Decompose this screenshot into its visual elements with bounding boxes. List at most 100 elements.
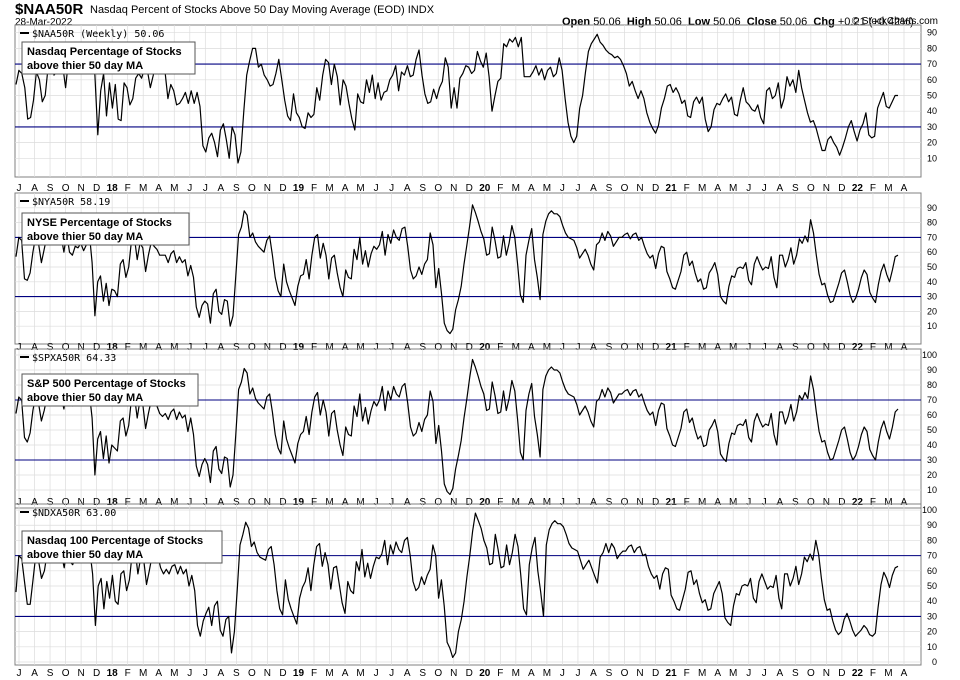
x-tick-label: O: [62, 342, 70, 353]
x-tick-label: M: [170, 668, 178, 679]
x-tick-label: M: [139, 342, 147, 353]
x-tick-label: O: [62, 668, 70, 679]
x-tick-label: M: [729, 497, 737, 508]
x-tick-label: A: [218, 183, 225, 194]
x-tick-label: S: [47, 183, 54, 194]
y-tick-label: 90: [927, 203, 937, 213]
x-tick-label: O: [434, 497, 442, 508]
y-tick-label: 30: [927, 455, 937, 465]
x-tick-label: N: [636, 342, 643, 353]
x-tick-label: F: [311, 342, 317, 353]
x-tick-label: M: [698, 668, 706, 679]
x-tick-label: O: [248, 497, 256, 508]
panel-title: $SPXA50R 64.33: [32, 353, 116, 364]
annotation-text: above thier 50 day MA: [27, 392, 143, 404]
x-tick-label: M: [170, 497, 178, 508]
x-tick-label: N: [77, 497, 84, 508]
x-tick-label: J: [560, 342, 565, 353]
x-tick-label: J: [374, 183, 379, 194]
x-tick-label: O: [621, 497, 629, 508]
x-tick-label: A: [528, 668, 535, 679]
y-tick-label: 50: [927, 581, 937, 591]
x-tick-label: D: [279, 183, 286, 194]
x-tick-label: A: [155, 497, 162, 508]
x-tick-label: S: [233, 183, 240, 194]
annotation-text: above thier 50 day MA: [27, 231, 143, 243]
y-tick-label: 30: [927, 292, 937, 302]
x-tick-label: A: [901, 668, 908, 679]
x-tick-label: J: [560, 183, 565, 194]
y-tick-label: 40: [927, 440, 937, 450]
x-tick-label: A: [901, 342, 908, 353]
x-tick-label: F: [497, 497, 503, 508]
x-tick-label: M: [170, 183, 178, 194]
annotation-box: [21, 530, 223, 564]
x-tick-label: D: [838, 342, 845, 353]
y-tick-label: 50: [927, 91, 937, 101]
x-tick-label: 19: [293, 668, 305, 679]
x-tick-label: J: [374, 342, 379, 353]
x-tick-label: J: [575, 668, 580, 679]
x-tick-label: J: [17, 668, 22, 679]
x-tick-label: M: [543, 342, 551, 353]
x-tick-label: O: [807, 183, 815, 194]
annotation-text: above thier 50 day MA: [27, 60, 143, 72]
x-tick-label: O: [621, 668, 629, 679]
x-tick-label: S: [419, 668, 426, 679]
x-tick-label: S: [606, 183, 613, 194]
annotation-text: NYSE Percentage of Stocks: [27, 217, 172, 229]
x-tick-label: N: [264, 668, 271, 679]
chart-description: Nasdaq Percent of Stocks Above 50 Day Mo…: [90, 4, 434, 16]
x-tick-label: A: [342, 342, 349, 353]
panel-frame: [14, 24, 922, 178]
x-tick-label: D: [652, 342, 659, 353]
x-tick-label: J: [203, 668, 208, 679]
x-tick-label: A: [31, 183, 38, 194]
x-tick-label: M: [729, 183, 737, 194]
x-tick-label: D: [279, 342, 286, 353]
x-tick-label: A: [404, 668, 411, 679]
x-tick-label: D: [279, 668, 286, 679]
x-tick-label: J: [389, 183, 394, 194]
x-tick-label: M: [325, 183, 333, 194]
x-tick-label: S: [233, 342, 240, 353]
x-tick-label: S: [419, 497, 426, 508]
x-tick-label: S: [606, 497, 613, 508]
x-tick-label: S: [47, 497, 54, 508]
y-tick-label: 20: [927, 627, 937, 637]
x-tick-label: S: [419, 183, 426, 194]
x-tick-label: J: [374, 668, 379, 679]
x-tick-label: S: [47, 668, 54, 679]
x-tick-label: 21: [666, 668, 678, 679]
x-tick-label: S: [792, 183, 799, 194]
x-tick-label: O: [807, 668, 815, 679]
x-tick-label: D: [838, 183, 845, 194]
x-tick-label: J: [762, 497, 767, 508]
x-tick-label: M: [698, 342, 706, 353]
x-tick-label: D: [279, 497, 286, 508]
annotation-box: [21, 212, 190, 246]
x-tick-label: M: [356, 668, 364, 679]
y-tick-label: 20: [927, 138, 937, 148]
y-tick-label: 70: [927, 395, 937, 405]
x-tick-label: O: [248, 668, 256, 679]
x-tick-label: J: [187, 497, 192, 508]
x-tick-label: N: [823, 668, 830, 679]
y-tick-label: 10: [927, 153, 937, 163]
x-tick-label: S: [233, 497, 240, 508]
x-tick-label: F: [497, 342, 503, 353]
x-tick-label: F: [684, 342, 690, 353]
x-tick-label: D: [466, 183, 473, 194]
series-line: [15, 204, 899, 335]
x-tick-label: F: [311, 183, 317, 194]
x-tick-label: D: [93, 668, 100, 679]
y-tick-label: 20: [927, 306, 937, 316]
x-tick-label: M: [325, 668, 333, 679]
x-tick-label: 19: [293, 342, 305, 353]
x-tick-label: O: [62, 183, 70, 194]
x-tick-label: M: [698, 497, 706, 508]
x-tick-label: A: [776, 497, 783, 508]
x-tick-label: J: [575, 497, 580, 508]
x-tick-label: S: [792, 342, 799, 353]
